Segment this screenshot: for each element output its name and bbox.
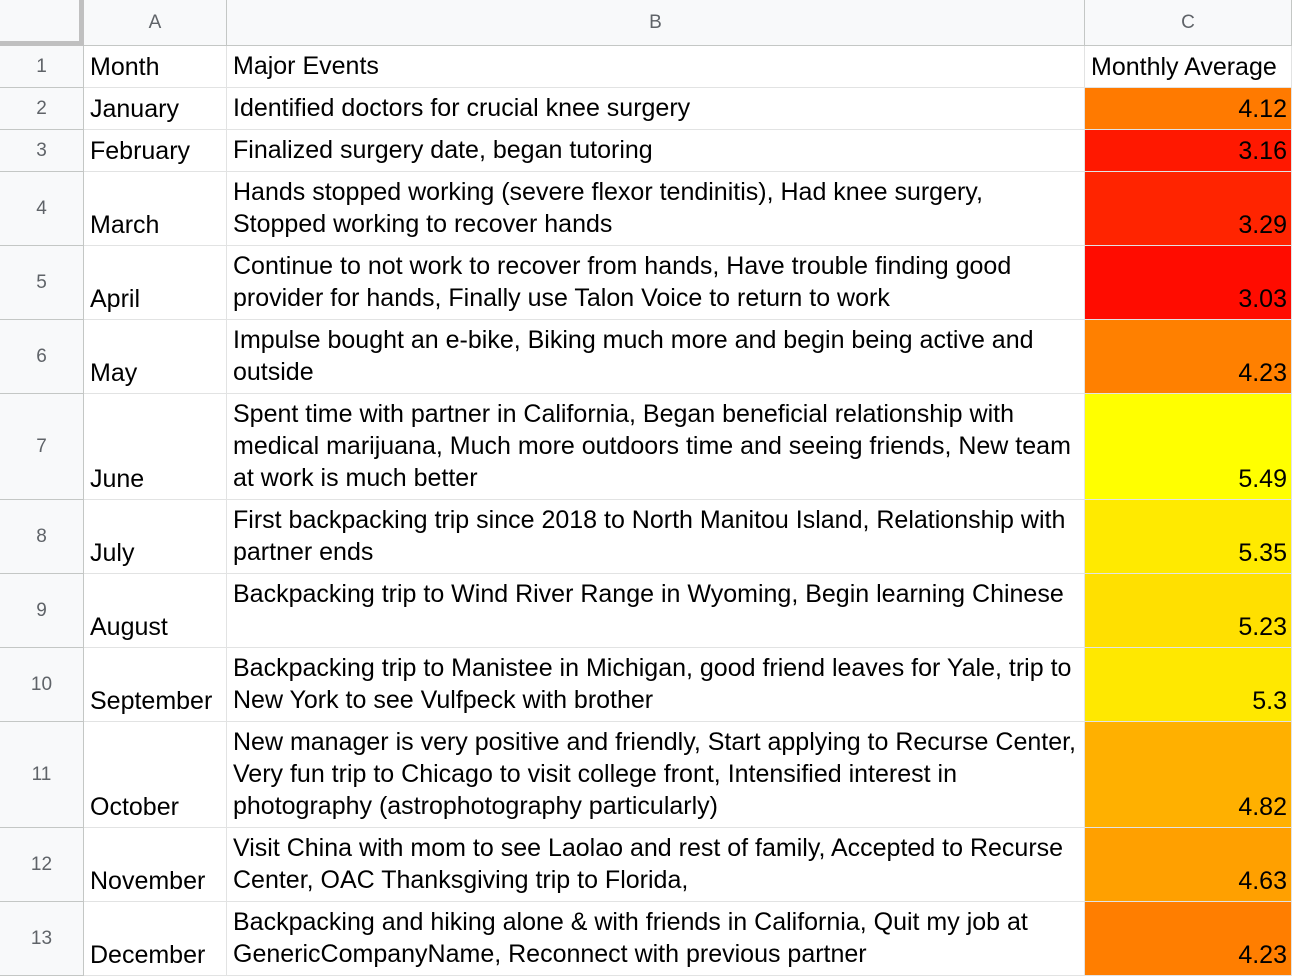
select-all-corner[interactable] [0,0,84,46]
cell-events-text: Finalized surgery date, began tutoring [233,136,653,164]
cell-events-text: Backpacking and hiking alone & with frie… [233,908,1028,968]
row-header[interactable]: 9 [0,574,84,648]
cell-month[interactable]: October [84,722,227,828]
cell-average[interactable]: 4.82 [1085,722,1292,828]
header-cell-average[interactable]: Monthly Average [1085,46,1292,88]
cell-events-text: Backpacking trip to Manistee in Michigan… [233,654,1072,714]
cell-average[interactable]: 4.12 [1085,88,1292,130]
row-header[interactable]: 11 [0,722,84,828]
cell-month[interactable]: February [84,130,227,172]
cell-average[interactable]: 3.16 [1085,130,1292,172]
cell-events-text: Major Events [233,52,379,80]
cell-events[interactable]: Backpacking trip to Manistee in Michigan… [227,648,1085,722]
cell-month[interactable]: August [84,574,227,648]
cell-events[interactable]: Visit China with mom to see Laolao and r… [227,828,1085,902]
cell-events-text: Continue to not work to recover from han… [233,252,1012,312]
cell-events[interactable]: New manager is very positive and friendl… [227,722,1085,828]
cell-average[interactable]: 5.49 [1085,394,1292,500]
cell-events[interactable]: Spent time with partner in California, B… [227,394,1085,500]
cell-average[interactable]: 5.23 [1085,574,1292,648]
cell-events-text: Impulse bought an e-bike, Biking much mo… [233,326,1034,386]
cell-month[interactable]: December [84,902,227,976]
cell-events[interactable]: Impulse bought an e-bike, Biking much mo… [227,320,1085,394]
cell-average[interactable]: 3.29 [1085,172,1292,246]
row-header[interactable]: 1 [0,46,84,88]
row-header[interactable]: 10 [0,648,84,722]
cell-events[interactable]: Backpacking and hiking alone & with frie… [227,902,1085,976]
row-header[interactable]: 4 [0,172,84,246]
cell-events[interactable]: First backpacking trip since 2018 to Nor… [227,500,1085,574]
cell-month[interactable]: May [84,320,227,394]
cell-events-text: Hands stopped working (severe flexor ten… [233,178,983,238]
row-header[interactable]: 12 [0,828,84,902]
header-cell-month[interactable]: Month [84,46,227,88]
row-header[interactable]: 2 [0,88,84,130]
cell-events[interactable]: Identified doctors for crucial knee surg… [227,88,1085,130]
cell-average[interactable]: 4.23 [1085,320,1292,394]
cell-average[interactable]: 3.03 [1085,246,1292,320]
cell-events-text: Backpacking trip to Wind River Range in … [233,580,1064,608]
row-header[interactable]: 13 [0,902,84,976]
column-header-a[interactable]: A [84,0,227,46]
cell-events-text: Spent time with partner in California, B… [233,400,1071,492]
cell-month[interactable]: November [84,828,227,902]
row-header[interactable]: 7 [0,394,84,500]
cell-events-text: First backpacking trip since 2018 to Nor… [233,506,1066,566]
cell-month[interactable]: April [84,246,227,320]
cell-events[interactable]: Hands stopped working (severe flexor ten… [227,172,1085,246]
cell-average[interactable]: 4.23 [1085,902,1292,976]
column-header-b[interactable]: B [227,0,1085,46]
cell-month[interactable]: January [84,88,227,130]
cell-month[interactable]: July [84,500,227,574]
cell-month[interactable]: March [84,172,227,246]
column-header-c[interactable]: C [1085,0,1292,46]
cell-events-text: Identified doctors for crucial knee surg… [233,94,691,122]
header-cell-events[interactable]: Major Events [227,46,1085,88]
cell-month[interactable]: June [84,394,227,500]
cell-events-text: Visit China with mom to see Laolao and r… [233,834,1064,894]
row-header[interactable]: 5 [0,246,84,320]
cell-average[interactable]: 4.63 [1085,828,1292,902]
row-header[interactable]: 8 [0,500,84,574]
cell-events[interactable]: Finalized surgery date, began tutoring [227,130,1085,172]
cell-average[interactable]: 5.3 [1085,648,1292,722]
cell-events[interactable]: Backpacking trip to Wind River Range in … [227,574,1085,648]
cell-events[interactable]: Continue to not work to recover from han… [227,246,1085,320]
cell-events-text: New manager is very positive and friendl… [233,728,1076,820]
row-header[interactable]: 6 [0,320,84,394]
cell-average[interactable]: 5.35 [1085,500,1292,574]
cell-month[interactable]: September [84,648,227,722]
row-header[interactable]: 3 [0,130,84,172]
